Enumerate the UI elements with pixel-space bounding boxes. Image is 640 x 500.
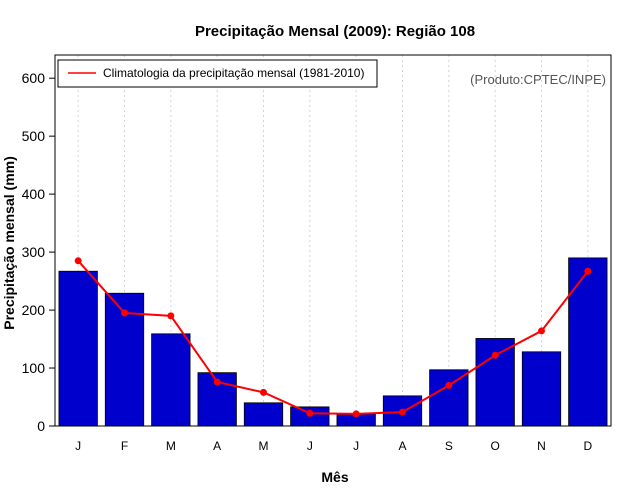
- y-axis-label: Precipitação mensal (mm): [1, 156, 17, 330]
- legend-box: [57, 59, 378, 88]
- climatology-point-1: [121, 309, 128, 317]
- x-tick-label-0: J: [75, 439, 81, 453]
- chart-title: Precipitação Mensal (2009): Região 108: [195, 23, 475, 40]
- climatology-point-5: [306, 409, 314, 417]
- climatology-point-8: [445, 381, 453, 389]
- x-tick-label-9: O: [490, 439, 499, 453]
- y-tick-label-0: 0: [37, 418, 45, 434]
- x-axis-label: Mês: [321, 469, 348, 485]
- climatology-line-layer: [74, 257, 592, 418]
- x-tick-label-7: A: [398, 439, 406, 453]
- climatology-point-10: [538, 327, 545, 335]
- grid-layer: [77, 55, 589, 426]
- climatology-point-0: [74, 257, 82, 265]
- x-tick-label-6: J: [353, 439, 359, 453]
- climatology-point-2: [167, 312, 175, 320]
- bar-9: [475, 338, 515, 427]
- legend-entry-climatology: Climatologia da precipitação mensal (198…: [103, 66, 364, 80]
- climatology-point-4: [260, 388, 267, 396]
- bar-10: [521, 351, 562, 427]
- x-tick-label-10: N: [537, 439, 546, 453]
- climatology-point-9: [491, 351, 499, 359]
- bars-layer: [58, 257, 608, 427]
- y-tick-label-1: 100: [22, 360, 46, 376]
- bar-2: [151, 333, 191, 427]
- credit-annotation: (Produto:CPTEC/INPE): [470, 72, 606, 87]
- x-tick-label-3: A: [213, 439, 221, 453]
- climatology-point-6: [352, 410, 360, 418]
- bar-8: [429, 369, 469, 427]
- y-tick-label-6: 600: [22, 70, 46, 86]
- bar-4: [243, 402, 284, 427]
- axes-layer: 0 100 200 300 400 500 600 J F M A M J J A S O N D: [22, 54, 612, 453]
- y-tick-label-4: 400: [22, 186, 46, 202]
- x-tick-label-8: S: [445, 439, 453, 453]
- y-tick-label-5: 500: [22, 128, 46, 144]
- climatology-line: [77, 260, 589, 415]
- y-tick-label-3: 300: [22, 244, 46, 260]
- climatology-point-11: [584, 267, 592, 275]
- x-tick-label-5: J: [307, 439, 313, 453]
- legend: Climatologia da precipitação mensal (198…: [57, 59, 378, 88]
- y-tick-label-2: 200: [22, 302, 46, 318]
- x-tick-label-11: D: [583, 439, 592, 453]
- x-tick-label-1: F: [121, 439, 128, 453]
- bar-11: [568, 257, 608, 427]
- climatology-point-3: [213, 378, 221, 386]
- climatology-point-7: [399, 408, 406, 416]
- plot-frame: [54, 54, 612, 427]
- bar-0: [58, 270, 98, 427]
- x-tick-label-2: M: [166, 439, 176, 453]
- x-tick-label-4: M: [259, 439, 269, 453]
